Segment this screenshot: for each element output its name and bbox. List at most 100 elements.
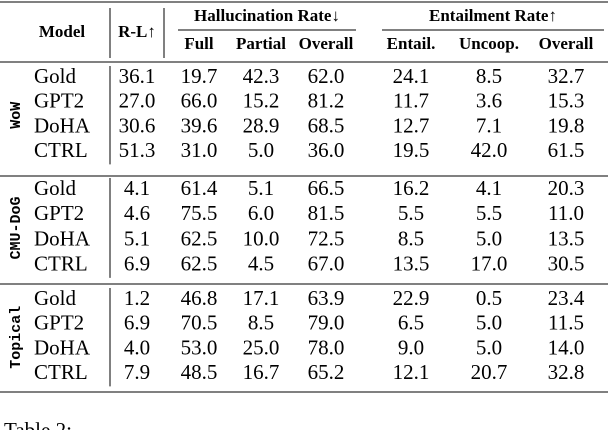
table-cell: Gold bbox=[34, 286, 77, 310]
table-cell: CTRL bbox=[34, 138, 88, 162]
table-cell: 65.2 bbox=[308, 360, 345, 384]
table-cell: 23.4 bbox=[548, 286, 585, 310]
group-label: WoW bbox=[8, 102, 25, 129]
table-cell: 32.8 bbox=[548, 360, 585, 384]
table-cell: 19.5 bbox=[393, 138, 430, 162]
table-cell: 6.9 bbox=[124, 252, 150, 276]
table-cell: 11.7 bbox=[393, 89, 429, 113]
table-cell: 20.3 bbox=[548, 176, 585, 200]
table-cell: 51.3 bbox=[119, 138, 156, 162]
header-cell: Entailment Rate↑ bbox=[429, 6, 557, 25]
table-cell: 66.0 bbox=[181, 89, 218, 113]
table-cell: 3.6 bbox=[476, 89, 502, 113]
table-cell: 61.4 bbox=[181, 176, 218, 200]
table-cell: 6.5 bbox=[398, 311, 424, 335]
table-cell: 5.1 bbox=[248, 176, 274, 200]
table-cell: 81.5 bbox=[308, 201, 345, 225]
table-cell: 78.0 bbox=[308, 335, 345, 359]
table-cell: DoHA bbox=[34, 226, 91, 250]
table-cell: 12.7 bbox=[393, 113, 430, 137]
header-cell: Partial bbox=[236, 34, 286, 53]
table-cell: 30.5 bbox=[548, 252, 585, 276]
table-cell: 16.2 bbox=[393, 176, 430, 200]
caption: Table 2: bbox=[4, 418, 72, 430]
table-cell: 62.0 bbox=[308, 64, 345, 88]
table-cell: 68.5 bbox=[308, 113, 345, 137]
table-cell: 16.7 bbox=[243, 360, 280, 384]
table-cell: 53.0 bbox=[181, 335, 218, 359]
table-cell: 11.0 bbox=[548, 201, 584, 225]
header-cell: Overall bbox=[299, 34, 354, 53]
table-cell: 20.7 bbox=[471, 360, 508, 384]
table-cell: 36.0 bbox=[308, 138, 345, 162]
header-cell: Uncoop. bbox=[459, 34, 519, 53]
table-cell: 19.8 bbox=[548, 113, 585, 137]
table-cell: 19.7 bbox=[181, 64, 218, 88]
table-cell: 5.0 bbox=[476, 226, 502, 250]
table-cell: CTRL bbox=[34, 360, 88, 384]
table-cell: 62.5 bbox=[181, 226, 218, 250]
table-cell: GPT2 bbox=[34, 89, 84, 113]
table-cell: 8.5 bbox=[248, 311, 274, 335]
table-cell: 75.5 bbox=[181, 201, 218, 225]
table-cell: Gold bbox=[34, 64, 77, 88]
table-cell: 67.0 bbox=[308, 252, 345, 276]
table-cell: 72.5 bbox=[308, 226, 345, 250]
table-cell: 4.1 bbox=[476, 176, 502, 200]
table-cell: 8.5 bbox=[476, 64, 502, 88]
table-cell: 48.5 bbox=[181, 360, 218, 384]
header-cell: Model bbox=[39, 22, 86, 41]
table-cell: 70.5 bbox=[181, 311, 218, 335]
table-cell: 6.0 bbox=[248, 201, 274, 225]
table-cell: 17.0 bbox=[471, 252, 508, 276]
table-cell: DoHA bbox=[34, 113, 91, 137]
table-cell: GPT2 bbox=[34, 311, 84, 335]
table-cell: 81.2 bbox=[308, 89, 345, 113]
table-cell: DoHA bbox=[34, 335, 91, 359]
table-cell: 14.0 bbox=[548, 335, 585, 359]
table-cell: 13.5 bbox=[393, 252, 430, 276]
table-cell: 15.2 bbox=[243, 89, 280, 113]
table-cell: 4.1 bbox=[124, 176, 150, 200]
table-cell: 32.7 bbox=[548, 64, 585, 88]
header-cell: Hallucination Rate↓ bbox=[194, 6, 340, 25]
table-cell: 12.1 bbox=[393, 360, 430, 384]
table-cell: 17.1 bbox=[243, 286, 280, 310]
table-cell: 8.5 bbox=[398, 226, 424, 250]
group-label: Topical bbox=[8, 306, 25, 369]
table-cell: 31.0 bbox=[181, 138, 218, 162]
table-cell: 5.1 bbox=[124, 226, 150, 250]
table-cell: CTRL bbox=[34, 252, 88, 276]
table-cell: 30.6 bbox=[119, 113, 156, 137]
table-cell: 15.3 bbox=[548, 89, 585, 113]
table-cell: 36.1 bbox=[119, 64, 156, 88]
header-cell: Full bbox=[184, 34, 214, 53]
table-cell: 5.0 bbox=[476, 335, 502, 359]
table-cell: 10.0 bbox=[243, 226, 280, 250]
table-cell: 1.2 bbox=[124, 286, 150, 310]
table-cell: 61.5 bbox=[548, 138, 585, 162]
table-cell: 4.5 bbox=[248, 252, 274, 276]
table-cell: 13.5 bbox=[548, 226, 585, 250]
table-cell: 42.0 bbox=[471, 138, 508, 162]
group-label: CMU-DoG bbox=[8, 196, 25, 259]
table-cell: 27.0 bbox=[119, 89, 156, 113]
table-cell: 7.1 bbox=[476, 113, 502, 137]
table-cell: 62.5 bbox=[181, 252, 218, 276]
header-cell: R-L↑ bbox=[118, 22, 156, 41]
table-cell: Gold bbox=[34, 176, 77, 200]
table-cell: 66.5 bbox=[308, 176, 345, 200]
table-cell: 28.9 bbox=[243, 113, 280, 137]
table-cell: 22.9 bbox=[393, 286, 430, 310]
table-cell: 5.5 bbox=[476, 201, 502, 225]
table-cell: 4.6 bbox=[124, 201, 150, 225]
table-cell: 79.0 bbox=[308, 311, 345, 335]
table-cell: 11.5 bbox=[548, 311, 584, 335]
table-cell: 4.0 bbox=[124, 335, 150, 359]
table-cell: 7.9 bbox=[124, 360, 150, 384]
table-cell: 5.0 bbox=[476, 311, 502, 335]
table-cell: 39.6 bbox=[181, 113, 218, 137]
table-cell: 6.9 bbox=[124, 311, 150, 335]
table-cell: 5.5 bbox=[398, 201, 424, 225]
